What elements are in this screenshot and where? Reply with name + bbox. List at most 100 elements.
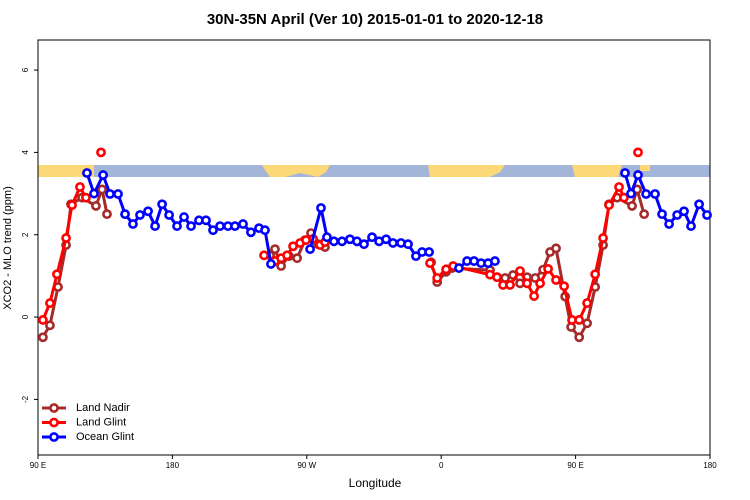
legend-label: Ocean Glint	[76, 431, 134, 443]
x-tick-label: 90 W	[297, 461, 316, 470]
legend-marker	[49, 403, 59, 413]
data-point	[535, 278, 545, 289]
data-point	[627, 201, 637, 211]
data-point	[81, 192, 91, 203]
x-tick-label: 180	[166, 461, 180, 470]
series-line	[43, 152, 638, 320]
data-point	[381, 234, 391, 245]
data-point	[664, 219, 674, 229]
data-point	[454, 263, 464, 273]
data-point	[282, 250, 292, 261]
data-point	[672, 210, 683, 220]
data-point	[329, 236, 339, 247]
data-point	[543, 264, 554, 274]
data-point	[208, 225, 218, 236]
legend-label: Land Nadir	[76, 402, 130, 414]
data-point	[614, 182, 624, 192]
legend-marker	[49, 432, 59, 442]
data-point	[505, 280, 515, 290]
data-point	[97, 184, 107, 195]
data-point	[292, 253, 302, 264]
data-point	[522, 278, 532, 289]
y-tick-label: 0	[21, 314, 30, 319]
data-point	[657, 209, 667, 220]
data-point	[305, 244, 315, 255]
data-point	[492, 272, 502, 283]
legend-marker	[49, 417, 59, 428]
data-point	[201, 215, 211, 226]
land-band	[428, 165, 505, 177]
data-point	[172, 221, 182, 231]
data-point	[582, 318, 592, 329]
data-point	[515, 266, 525, 276]
ocean-band	[38, 165, 710, 177]
data-point	[96, 147, 106, 158]
data-point	[359, 239, 369, 250]
data-point	[582, 298, 592, 308]
series-line	[41, 187, 646, 339]
data-point	[641, 189, 651, 199]
land-band	[38, 165, 94, 177]
data-point	[559, 281, 570, 292]
data-point	[128, 219, 138, 229]
land-band	[262, 165, 330, 177]
data-point	[105, 189, 115, 199]
data-point	[230, 221, 240, 231]
data-point	[260, 225, 270, 236]
data-point	[45, 298, 55, 308]
legend: Land Nadir Land Glint Ocean Glint	[42, 402, 134, 443]
data-point	[694, 199, 704, 210]
data-point	[574, 315, 585, 325]
x-tick-label: 0	[439, 461, 444, 470]
data-point	[98, 170, 109, 180]
data-point	[604, 200, 614, 210]
x-axis-label: Longitude	[349, 476, 402, 490]
data-point	[650, 189, 660, 199]
data-point	[574, 332, 585, 343]
data-point	[590, 269, 601, 280]
data-point	[367, 232, 377, 243]
y-tick-label: 4	[21, 150, 30, 155]
data-point	[186, 221, 196, 231]
data-point	[38, 315, 48, 325]
data-point	[164, 210, 175, 220]
data-point	[91, 201, 101, 211]
data-point	[619, 192, 629, 203]
data-point	[113, 189, 123, 199]
data-point	[686, 221, 696, 231]
data-point	[424, 247, 435, 257]
data-point	[266, 259, 276, 269]
land-band	[640, 165, 650, 171]
data-point	[67, 200, 77, 210]
data-point	[75, 182, 85, 192]
data-point	[120, 209, 130, 220]
land-band	[572, 165, 622, 177]
x-tick-label: 180	[703, 461, 717, 470]
data-point	[388, 238, 398, 248]
data-point	[38, 332, 48, 343]
data-point	[337, 236, 347, 247]
data-point	[598, 233, 608, 243]
plot-frame	[37, 39, 711, 456]
legend-label: Land Glint	[76, 416, 126, 428]
y-axis-label: XCO2 - MLO trend (ppm)	[2, 186, 14, 309]
data-point	[52, 269, 62, 280]
data-point	[639, 209, 650, 220]
data-point	[150, 221, 160, 231]
data-point	[238, 219, 248, 229]
data-point	[551, 243, 561, 254]
series-line	[85, 172, 709, 270]
data-point	[679, 206, 689, 217]
data-point	[432, 273, 443, 283]
data-point	[45, 320, 55, 331]
data-point	[157, 199, 167, 210]
data-point	[61, 233, 71, 243]
data-point	[316, 203, 326, 213]
data-point	[633, 147, 643, 158]
data-point	[102, 209, 112, 220]
data-point	[551, 275, 561, 285]
data-point	[215, 221, 225, 231]
data-point	[702, 210, 712, 220]
